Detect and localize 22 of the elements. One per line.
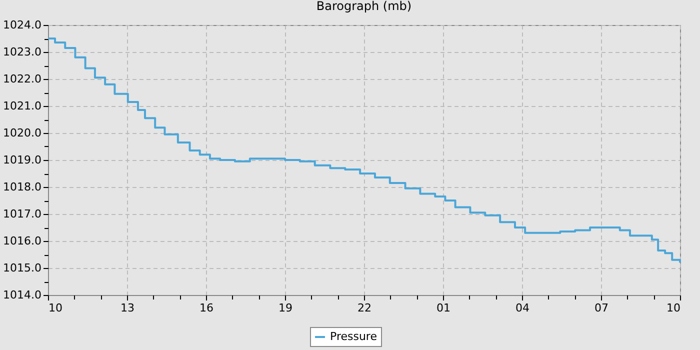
y-tick-label: 1022.0 xyxy=(3,72,42,86)
x-tick-label: 07 xyxy=(594,302,608,314)
x-tick-label: 22 xyxy=(358,302,372,314)
y-tick-label: 1020.0 xyxy=(3,126,42,140)
x-tick-label: 19 xyxy=(278,302,292,314)
y-tick-label: 1016.0 xyxy=(3,234,42,248)
x-tick-label: 13 xyxy=(120,302,134,314)
x-tick-label: 01 xyxy=(436,302,450,314)
y-tick-label: 1015.0 xyxy=(3,262,42,274)
y-tick-label: 1023.0 xyxy=(3,46,42,58)
y-tick-label: 1017.0 xyxy=(3,208,42,220)
x-tick-label: 10 xyxy=(48,302,62,314)
y-tick-label: 1021.0 xyxy=(3,100,42,112)
y-tick-label: 1018.0 xyxy=(3,180,42,194)
chart-title: Barograph (mb) xyxy=(316,0,412,13)
x-tick-label: 10 xyxy=(666,302,680,314)
y-tick-label: 1019.0 xyxy=(3,154,42,166)
x-tick-label: 16 xyxy=(200,302,214,314)
legend-label: Pressure xyxy=(330,330,378,343)
y-tick-label: 1024.0 xyxy=(3,18,42,32)
y-tick-label: 1014.0 xyxy=(3,288,42,302)
x-tick-label: 04 xyxy=(516,302,530,314)
